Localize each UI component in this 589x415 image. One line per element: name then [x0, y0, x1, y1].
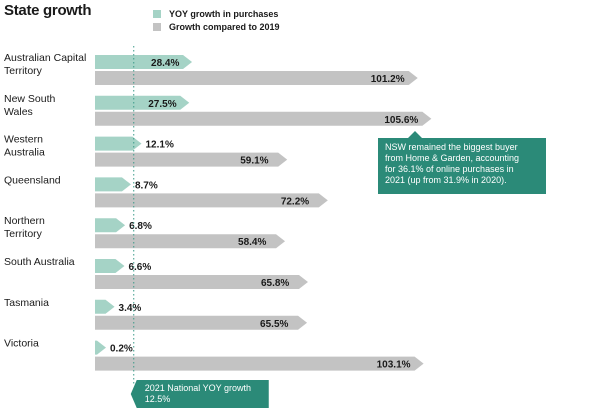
category-label: New South Wales [4, 93, 56, 118]
yoy-value-label: 12.1% [146, 140, 174, 151]
chart-title: State growth [4, 2, 92, 19]
growth-2019-bar [95, 152, 288, 167]
yoy-bar [95, 55, 193, 69]
growth-2019-value-label: 65.8% [261, 278, 289, 289]
national-growth-value: 12.5% [145, 394, 171, 404]
legend-item-yoy: YOY growth in purchases [153, 7, 280, 20]
growth-2019-bar [95, 71, 418, 85]
growth-2019-value-label: 105.6% [384, 115, 418, 126]
yoy-bar [95, 177, 131, 192]
growth-2019-bar [95, 111, 432, 126]
category-label: Queensland [4, 174, 61, 186]
category-label: Victoria [4, 338, 39, 350]
legend-label-yoy: YOY growth in purchases [169, 8, 279, 19]
growth-2019-bar [95, 275, 308, 289]
growth-2019-bar [95, 193, 328, 208]
legend-swatch-2019 [153, 22, 161, 31]
yoy-bar [95, 299, 115, 314]
yoy-bar [95, 95, 190, 110]
legend-item-2019: Growth compared to 2019 [153, 20, 280, 33]
category-label: Australian Capital Territory [4, 52, 86, 77]
yoy-bar [95, 218, 126, 233]
yoy-bar [95, 136, 142, 151]
growth-2019-bar [95, 356, 424, 371]
legend-swatch-yoy [153, 9, 161, 18]
category-label: Northern Territory [4, 215, 45, 240]
yoy-value-label: 27.5% [148, 99, 176, 110]
national-growth-label: 2021 National YOY growth [145, 383, 251, 393]
growth-2019-value-label: 101.2% [371, 74, 405, 85]
nsw-annotation-line: 2021 (up from 31.9% in 2020). [385, 175, 507, 185]
yoy-value-label: 3.4% [119, 303, 142, 314]
growth-2019-value-label: 59.1% [240, 156, 268, 167]
nsw-annotation-line: for 36.1% of online purchases in [385, 164, 514, 174]
nsw-annotation-line: from Home & Garden, accounting [385, 153, 519, 163]
growth-2019-value-label: 103.1% [377, 360, 411, 371]
category-label: South Australia [4, 256, 75, 268]
yoy-value-label: 28.4% [151, 58, 179, 69]
growth-2019-value-label: 58.4% [238, 237, 266, 248]
national-growth-callout [130, 380, 269, 408]
yoy-bar [95, 259, 125, 273]
growth-2019-value-label: 65.5% [260, 319, 288, 330]
nsw-annotation-box [378, 131, 546, 194]
yoy-value-label: 8.7% [135, 180, 158, 191]
growth-2019-value-label: 72.2% [281, 196, 309, 207]
yoy-value-label: 6.6% [128, 262, 151, 273]
yoy-value-label: 6.8% [129, 221, 152, 232]
category-label: Tasmania [4, 297, 49, 309]
category-label: Western Australia [4, 134, 45, 159]
legend: YOY growth in purchases Growth compared … [153, 7, 280, 33]
yoy-bar [95, 340, 106, 355]
growth-2019-bar [95, 234, 286, 249]
nsw-annotation-line: NSW remained the biggest buyer [385, 142, 518, 152]
yoy-value-label: 0.2% [110, 344, 133, 355]
growth-2019-bar [95, 315, 308, 330]
legend-label-2019: Growth compared to 2019 [169, 21, 280, 32]
